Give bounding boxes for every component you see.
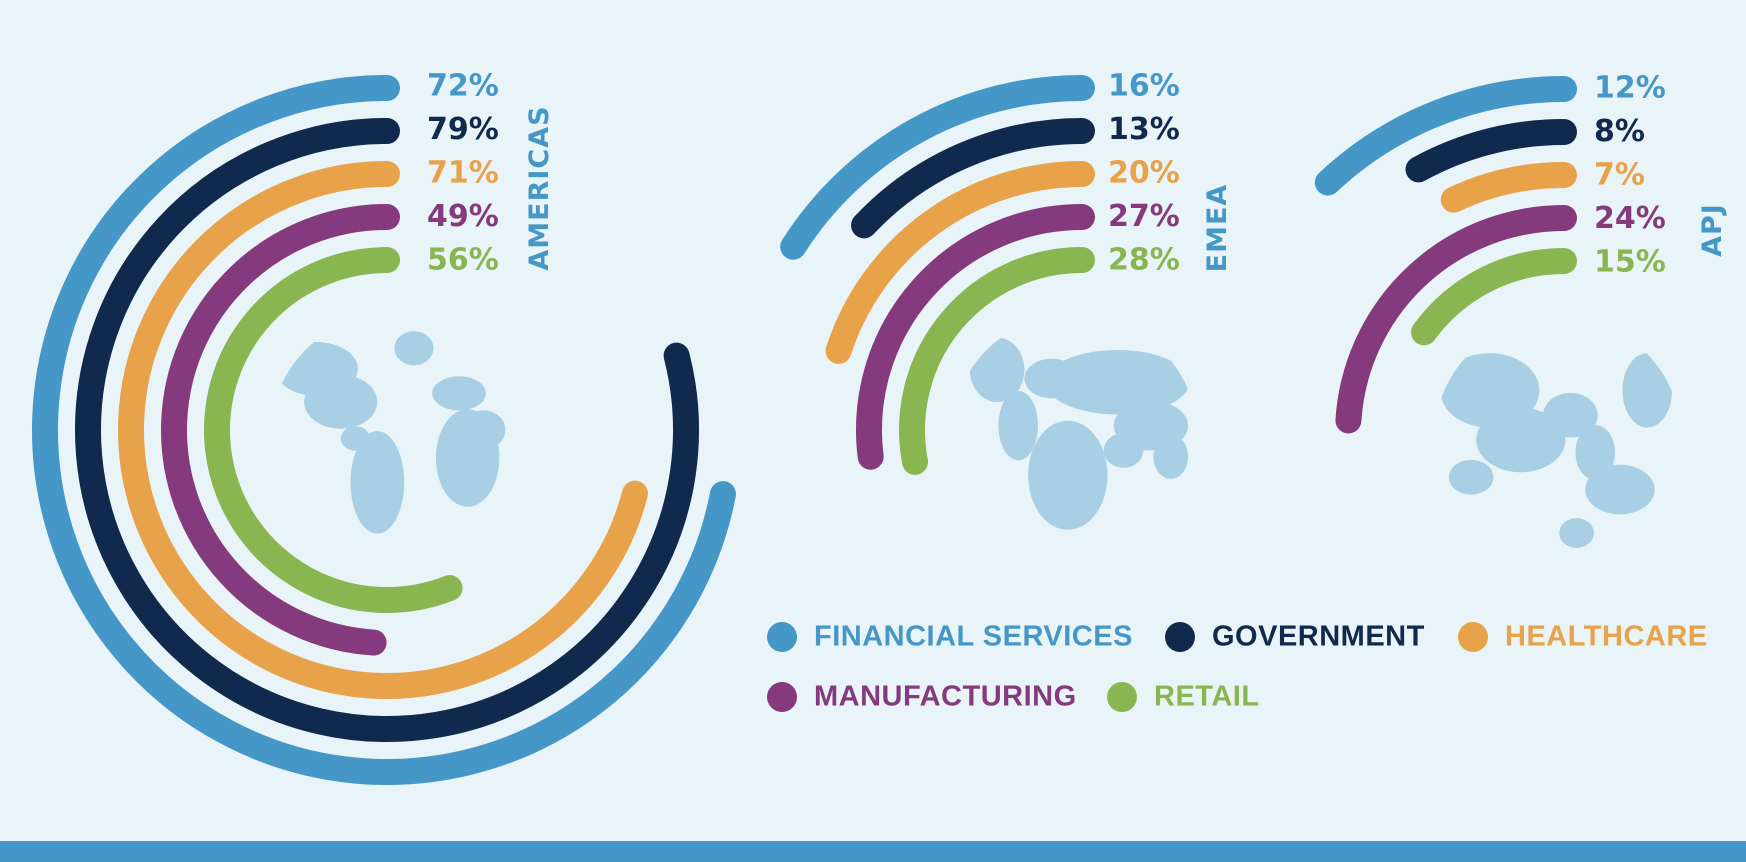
map-landmass <box>461 410 506 450</box>
chart-labels: 72% 79% 71% 49% 56% AMERICAS 16% 13% 20% 27% 28% EM… <box>427 69 1728 280</box>
map-landmass <box>1559 518 1594 548</box>
world-map-emea <box>969 337 1190 530</box>
map-landmass <box>350 431 405 534</box>
region-label-apj: APJ <box>1697 203 1728 257</box>
map-landmass <box>304 375 378 429</box>
arc-emea-manufacturing <box>856 204 1095 470</box>
map-landmass <box>1153 434 1189 479</box>
arc-emea-retail <box>899 247 1095 475</box>
map-landmass <box>1585 464 1655 515</box>
arc-apj-retail <box>1411 248 1577 346</box>
map-landmass <box>1575 425 1616 480</box>
legend-item-healthcare: HEALTHCARE <box>1458 621 1708 653</box>
value-label-apj-manufacturing: 24% <box>1594 201 1666 236</box>
value-label-apj-healthcare: 7% <box>1594 158 1645 193</box>
map-landmass <box>432 376 486 411</box>
legend-item-financial-services: FINANCIAL SERVICES <box>767 621 1133 653</box>
legend-label: HEALTHCARE <box>1505 621 1708 653</box>
arc-emea-financial-services <box>780 75 1095 260</box>
arc-apj-financial-services <box>1314 76 1577 196</box>
value-label-emea-financial-services: 16% <box>1108 69 1180 104</box>
map-landmass <box>1622 353 1673 428</box>
region-label-emea: EMEA <box>1202 184 1233 273</box>
map-landmass <box>1103 433 1144 468</box>
arc-americas-healthcare <box>118 161 648 699</box>
map-landmass <box>1543 392 1598 438</box>
value-label-americas-retail: 56% <box>427 243 499 278</box>
value-label-emea-government: 13% <box>1108 112 1180 147</box>
legend-item-government: GOVERNMENT <box>1165 621 1425 653</box>
arc-apj-government <box>1405 119 1577 183</box>
value-label-americas-healthcare: 71% <box>427 156 499 191</box>
map-landmass <box>969 337 1025 403</box>
legend-label: RETAIL <box>1154 681 1260 713</box>
arc-americas-retail <box>204 247 463 613</box>
legend-item-retail: RETAIL <box>1107 681 1260 713</box>
value-label-apj-financial-services: 12% <box>1594 71 1666 106</box>
bottom-bar <box>0 841 1746 862</box>
value-label-americas-government: 79% <box>427 112 499 147</box>
map-landmass <box>1476 407 1566 473</box>
arc-emea-government <box>851 118 1095 239</box>
legend-swatch <box>767 622 797 652</box>
legend-swatch <box>1107 682 1137 712</box>
arc-emea-healthcare <box>825 161 1095 364</box>
value-label-americas-manufacturing: 49% <box>427 199 499 234</box>
region-label-americas: AMERICAS <box>524 105 555 270</box>
legend-label: MANUFACTURING <box>814 681 1077 713</box>
legend-swatch <box>767 682 797 712</box>
legend-swatch <box>1458 622 1488 652</box>
legend-swatch <box>1165 622 1195 652</box>
value-label-emea-retail: 28% <box>1108 243 1180 278</box>
legend: FINANCIAL SERVICES GOVERNMENT HEALTHCARE MA… <box>767 621 1708 713</box>
arc-apj-manufacturing <box>1335 205 1577 434</box>
map-landmass <box>998 390 1039 461</box>
legend-item-manufacturing: MANUFACTURING <box>767 681 1077 713</box>
map-landmass <box>1028 420 1108 530</box>
map-landmass <box>394 331 434 366</box>
value-label-apj-retail: 15% <box>1594 245 1666 280</box>
arc-apj-healthcare <box>1440 162 1577 213</box>
arc-americas-financial-services <box>32 75 736 785</box>
arc-americas-manufacturing <box>161 204 400 656</box>
chart-arcs <box>32 75 1577 785</box>
legend-label: GOVERNMENT <box>1212 621 1425 653</box>
value-label-apj-government: 8% <box>1594 114 1645 149</box>
legend-label: FINANCIAL SERVICES <box>814 621 1133 653</box>
arc-americas-government <box>75 118 699 742</box>
world-map-americas <box>274 331 506 534</box>
value-label-americas-financial-services: 72% <box>427 69 499 104</box>
map-landmass <box>1448 459 1494 495</box>
value-label-emea-healthcare: 20% <box>1108 156 1180 191</box>
map-landmass <box>1045 349 1190 415</box>
value-label-emea-manufacturing: 27% <box>1108 199 1180 234</box>
world-map-apj <box>1440 353 1673 548</box>
world-maps <box>274 331 1673 548</box>
